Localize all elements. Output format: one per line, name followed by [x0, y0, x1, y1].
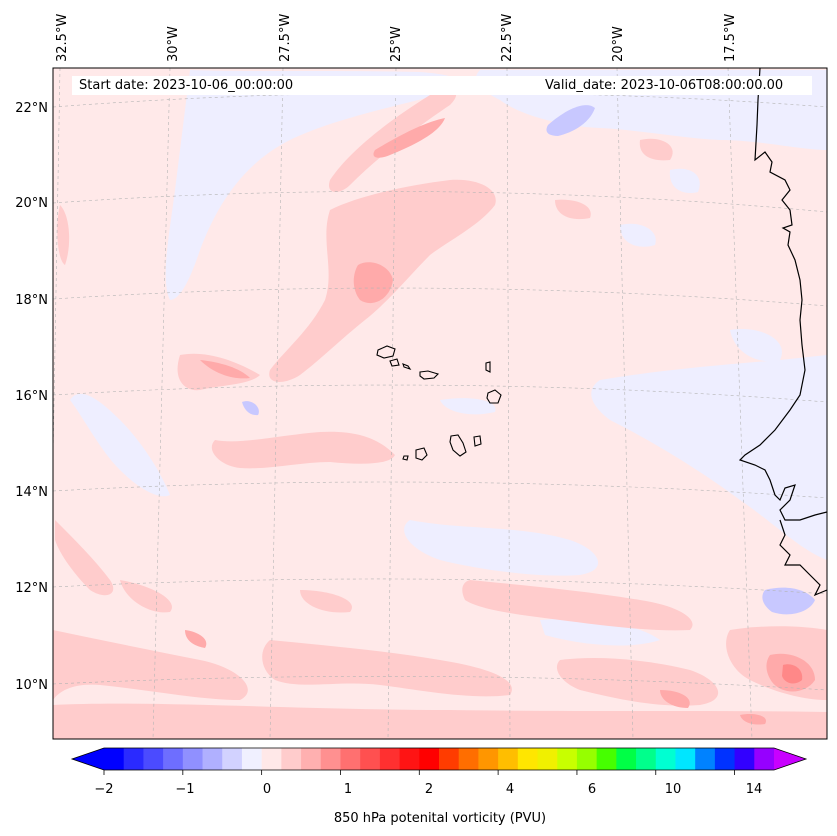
colorbar-label: 850 hPa potenital vorticity (PVU)	[334, 811, 546, 826]
colorbar-cell	[734, 748, 755, 770]
colorbar-cell	[182, 748, 204, 770]
colorbar-tick-label: −1	[175, 782, 194, 797]
colorbar-cell	[458, 748, 480, 770]
colorbar-under-extension	[72, 748, 104, 770]
latitude-labels: 22°N 20°N 18°N 16°N 14°N 12°N 10°N	[15, 101, 48, 693]
lat-label: 10°N	[15, 678, 48, 693]
colorbar-cell	[104, 748, 125, 770]
colorbar-tick-label: 10	[665, 782, 682, 797]
lon-label: 27.5°W	[278, 14, 293, 62]
gridlines	[53, 68, 827, 739]
colorbar-cell	[636, 748, 657, 770]
colorbar-cell	[557, 748, 578, 770]
lon-label: 22.5°W	[500, 14, 515, 62]
colorbar-cell	[439, 748, 460, 770]
colorbar-cell	[655, 748, 677, 770]
colorbar-cell	[123, 748, 145, 770]
colorbar-cell	[261, 748, 282, 770]
colorbar-cell	[379, 748, 401, 770]
lat-label: 18°N	[15, 293, 48, 308]
colorbar-cell	[222, 748, 243, 770]
start-date-label: Start date: 2023-10-06_00:00:00	[72, 76, 549, 95]
lat-label: 22°N	[15, 101, 48, 116]
colorbar-cell	[478, 748, 499, 770]
colorbar-cell	[616, 748, 637, 770]
longitude-labels: 32.5°W 30°W 27.5°W 25°W 22.5°W 20°W 17.5…	[55, 14, 738, 62]
colorbar-tick-label: −2	[94, 782, 113, 797]
colorbar-cell	[281, 748, 302, 770]
coastline	[738, 68, 827, 597]
colorbar-tick-labels: −2 −1 0 1 2 4 6 10 14	[94, 782, 762, 797]
lat-label: 16°N	[15, 389, 48, 404]
colorbar-tick-label: 6	[588, 782, 596, 797]
colorbar-cell	[498, 748, 519, 770]
colorbar-cell	[320, 748, 342, 770]
colorbar-cell	[754, 748, 775, 770]
colorbar-ticks	[103, 770, 735, 775]
lon-label: 30°W	[166, 26, 181, 62]
colorbar: −2 −1 0 1 2 4 6 10 14 850 hPa potenital …	[70, 747, 808, 826]
lon-label: 25°W	[389, 26, 404, 62]
colorbar-tick-label: 1	[344, 782, 352, 797]
colorbar-tick-label: 4	[506, 782, 514, 797]
colorbar-over-extension	[774, 748, 806, 770]
colorbar-cell	[163, 748, 184, 770]
colorbar-cell	[143, 748, 164, 770]
cape-verde-islands	[376, 345, 502, 461]
colorbar-cell	[517, 748, 539, 770]
colorbar-cell	[241, 748, 263, 770]
colorbar-cell	[360, 748, 381, 770]
colorbar-cell	[537, 748, 558, 770]
pv-field	[53, 68, 827, 739]
colorbar-cell	[202, 748, 223, 770]
colorbar-tick-label: 2	[425, 782, 433, 797]
colorbar-cell	[419, 748, 440, 770]
colorbar-cell	[596, 748, 617, 770]
lon-label: 20°W	[611, 26, 626, 62]
valid-date-label: Valid_date: 2023-10-06T08:00:00.00	[540, 76, 812, 95]
colorbar-tick-label: 14	[746, 782, 763, 797]
colorbar-cells	[104, 748, 775, 770]
colorbar-cell	[340, 748, 361, 770]
lat-label: 20°N	[15, 196, 48, 211]
pv-maximum-patch	[782, 664, 803, 684]
colorbar-tick-label: 0	[263, 782, 271, 797]
map-frame	[52, 67, 828, 740]
colorbar-cell	[576, 748, 598, 770]
lat-label: 12°N	[15, 581, 48, 596]
colorbar-cell	[399, 748, 420, 770]
colorbar-cell	[301, 748, 322, 770]
colorbar-cell	[675, 748, 696, 770]
colorbar-cell	[714, 748, 736, 770]
lon-label: 32.5°W	[55, 14, 70, 62]
colorbar-cell	[695, 748, 716, 770]
lon-label: 17.5°W	[723, 14, 738, 62]
lat-label: 14°N	[15, 485, 48, 500]
